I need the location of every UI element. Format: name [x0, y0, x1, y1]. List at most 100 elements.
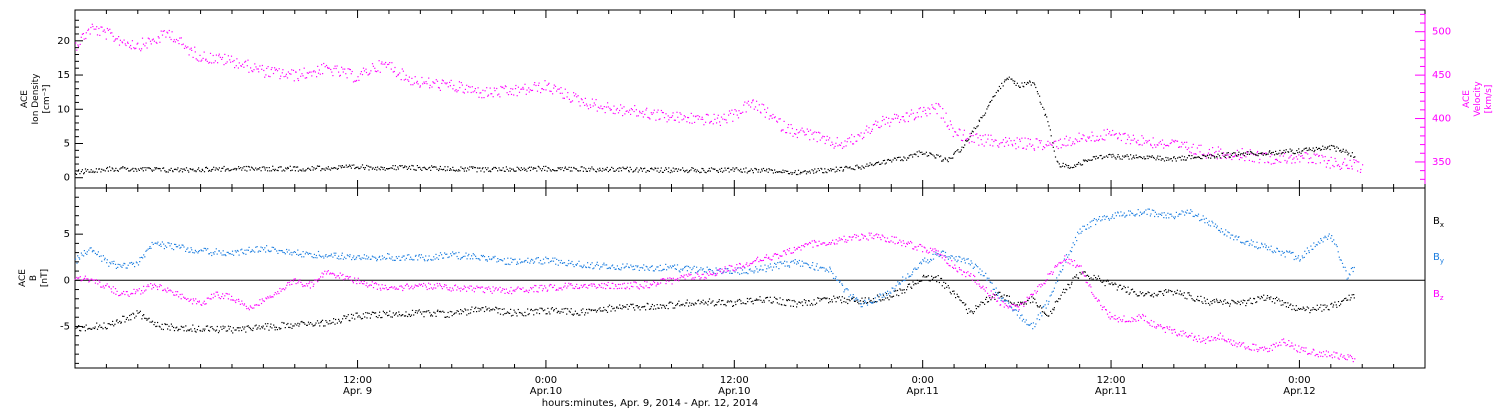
data-point — [186, 248, 188, 250]
data-point — [88, 28, 90, 30]
data-point — [613, 105, 615, 107]
data-point — [527, 308, 529, 310]
data-point — [972, 312, 974, 315]
data-point — [604, 112, 606, 114]
data-point — [110, 32, 112, 34]
data-point — [1083, 225, 1085, 227]
data-point — [602, 167, 604, 170]
data-point — [119, 168, 121, 170]
data-point — [1320, 239, 1323, 241]
data-point — [140, 293, 142, 295]
data-point — [1114, 212, 1116, 214]
data-point — [83, 172, 85, 174]
data-point — [345, 317, 347, 320]
data-point — [993, 140, 995, 143]
data-point — [1214, 223, 1217, 225]
data-point — [1323, 160, 1325, 162]
data-point — [1259, 247, 1261, 249]
data-point — [854, 300, 857, 302]
data-point — [217, 332, 220, 334]
data-point — [940, 255, 942, 257]
data-point — [326, 321, 328, 323]
data-point — [1226, 152, 1228, 154]
data-point — [1074, 138, 1076, 140]
data-point — [837, 145, 839, 147]
density-series — [74, 76, 1356, 176]
data-point — [524, 311, 526, 313]
data-point — [860, 306, 862, 308]
data-point — [774, 262, 776, 264]
data-point — [1117, 211, 1119, 213]
data-point — [1025, 303, 1027, 305]
data-point — [659, 304, 661, 306]
data-point — [750, 168, 752, 170]
data-point — [295, 166, 297, 168]
data-point — [113, 170, 115, 172]
data-point — [300, 169, 302, 171]
data-point — [115, 38, 117, 40]
data-point — [269, 251, 271, 253]
data-point — [1284, 151, 1287, 153]
data-point — [780, 171, 782, 173]
data-point — [288, 249, 290, 251]
data-point — [1265, 246, 1267, 249]
data-point — [1307, 307, 1310, 309]
data-point — [236, 249, 238, 252]
data-point — [833, 168, 835, 170]
data-point — [1346, 151, 1348, 153]
data-point — [349, 254, 351, 256]
data-point — [91, 251, 93, 253]
data-point — [874, 163, 877, 165]
data-point — [432, 166, 434, 168]
data-point — [130, 319, 132, 321]
data-point — [319, 73, 321, 75]
data-point — [1258, 153, 1260, 155]
data-point — [963, 146, 965, 149]
data-point — [1328, 145, 1331, 147]
data-point — [289, 165, 291, 167]
data-point — [466, 258, 468, 260]
data-point — [1170, 158, 1172, 160]
data-point — [1034, 84, 1036, 86]
data-point — [741, 171, 743, 173]
data-point — [1173, 216, 1175, 218]
data-point — [106, 327, 108, 330]
data-point — [180, 246, 182, 248]
data-point — [880, 163, 882, 165]
data-point — [340, 322, 342, 324]
data-point — [263, 166, 265, 168]
data-point — [573, 167, 575, 169]
data-point — [110, 324, 112, 326]
data-point — [377, 70, 379, 72]
data-point — [290, 280, 292, 282]
data-point — [761, 269, 763, 271]
data-point — [1098, 138, 1100, 141]
data-point — [319, 255, 321, 257]
data-point — [245, 165, 247, 168]
data-point — [1347, 154, 1349, 156]
data-point — [1016, 304, 1018, 306]
data-point — [133, 47, 135, 49]
data-point — [457, 310, 459, 312]
data-point — [411, 309, 414, 311]
data-point — [1278, 152, 1280, 154]
data-point — [1328, 309, 1330, 311]
data-point — [1006, 140, 1008, 142]
velocity-tick-label: 450 — [1432, 70, 1451, 81]
data-point — [846, 298, 848, 301]
data-point — [472, 258, 474, 260]
data-point — [571, 260, 573, 263]
data-point — [796, 136, 798, 139]
data-point — [131, 168, 133, 170]
data-point — [207, 248, 209, 250]
data-point — [1013, 82, 1015, 84]
data-point — [119, 294, 121, 296]
data-point — [1259, 158, 1261, 160]
data-point — [1012, 80, 1014, 82]
data-point — [619, 307, 622, 309]
data-point — [859, 135, 861, 137]
data-point — [814, 168, 816, 170]
data-point — [209, 52, 212, 54]
data-point — [176, 294, 178, 296]
data-point — [92, 25, 94, 28]
